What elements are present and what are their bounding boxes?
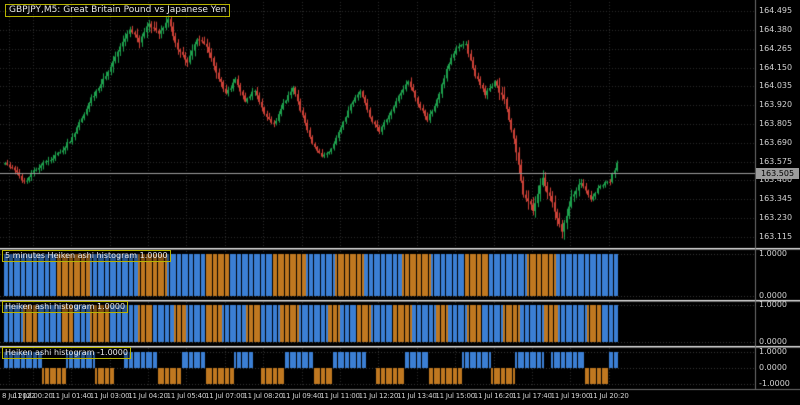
time-axis[interactable]: 8 Jul 2022 11 Jul 00:20 11 Jul 01:40 11 Jul… xyxy=(0,391,800,405)
price-axis-label: 163.345 xyxy=(759,194,793,203)
time-axis-label: 11 Jul 01:40 xyxy=(51,392,91,400)
time-axis-label: 11 Jul 00:20 xyxy=(13,392,53,400)
time-axis-label: 11 Jul 19:00 xyxy=(550,392,591,400)
time-axis-label: 11 Jul 13:40 xyxy=(397,392,437,400)
indicator-scale-label: 0.0000 xyxy=(759,337,787,346)
time-axis-label: 11 Jul 15:00 xyxy=(435,392,475,400)
indicator-scale-label: 1.0000 xyxy=(759,300,787,309)
price-axis-label: 163.690 xyxy=(759,138,793,147)
indicator-scale-label: 1.0000 xyxy=(759,347,787,356)
price-axis-label: 163.920 xyxy=(759,100,793,109)
price-axis-label: 163.230 xyxy=(759,213,793,222)
time-axis-label: 11 Jul 07:00 xyxy=(205,392,245,400)
time-axis-label: 8 Jul 2022 xyxy=(2,392,36,400)
time-axis-label: 11 Jul 20:20 xyxy=(589,392,629,400)
time-axis-label: 11 Jul 09:40 xyxy=(281,392,322,400)
price-axis-label: 163.115 xyxy=(759,232,793,241)
chart-title: GBPJPY,M5: Great Britain Pound vs Japane… xyxy=(5,4,231,17)
bid-price-badge: 163.505 xyxy=(756,168,799,179)
price-axis-label: 163.805 xyxy=(759,119,793,128)
indicator-label-heiken-ashi-5min: 5 minutes Heiken ashi histogram 1.0000 xyxy=(2,250,171,262)
indicator-label-heiken-ashi-3: Heiken ashi histogram -1.0000 xyxy=(2,347,131,359)
time-axis-label: 11 Jul 16:20 xyxy=(473,392,514,400)
price-axis-label: 164.380 xyxy=(759,25,793,34)
price-axis-label: 163.575 xyxy=(759,157,793,166)
indicator-scale-label: 1.0000 xyxy=(759,249,787,258)
price-axis[interactable]: 164.495 164.380 164.265 164.150 164.035 163.9… xyxy=(756,0,800,389)
time-axis-label: 11 Jul 12:20 xyxy=(358,392,399,400)
time-axis-label: 11 Jul 08:20 xyxy=(243,392,283,400)
price-axis-label: 164.035 xyxy=(759,81,793,90)
price-axis-label: 164.495 xyxy=(759,6,793,15)
price-axis-label: 164.265 xyxy=(759,44,793,53)
indicator-label-heiken-ashi-2: Heiken ashi histogram 1.0000 xyxy=(2,301,129,313)
time-axis-label: 11 Jul 03:00 xyxy=(89,392,130,400)
indicator-scale-label: 0.0000 xyxy=(759,363,787,372)
time-axis-label: 11 Jul 17:40 xyxy=(512,392,552,400)
time-axis-label: 11 Jul 11:00 xyxy=(320,392,360,400)
price-axis-label: 163.460 xyxy=(759,175,793,184)
time-axis-label: 11 Jul 05:40 xyxy=(166,392,207,400)
time-axis-label: 11 Jul 04:20 xyxy=(128,392,168,400)
indicator-scale-label: -1.0000 xyxy=(759,379,790,388)
price-axis-label: 164.150 xyxy=(759,63,793,72)
indicator-scale-label: 0.0000 xyxy=(759,291,787,300)
